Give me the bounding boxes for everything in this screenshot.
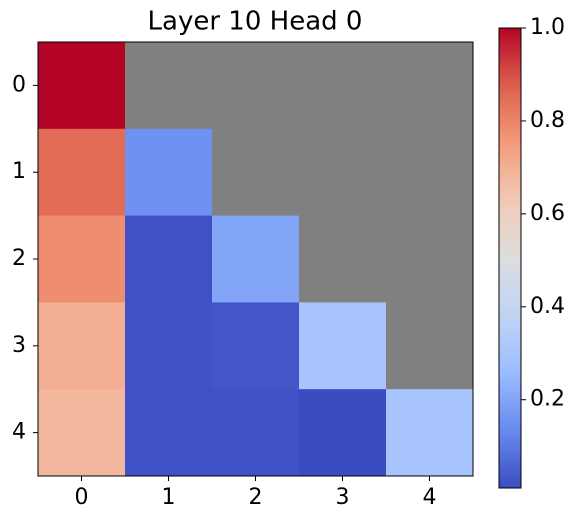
heatmap-cell [38,389,126,477]
heatmap-cell [38,128,126,217]
masked-cell [299,42,387,130]
heatmap-cell [212,302,300,390]
colorbar-tick-label: 0.6 [530,201,565,226]
masked-cell [386,42,474,130]
x-tick-label: 4 [423,485,437,510]
masked-cell [386,215,474,303]
x-tick-label: 0 [75,485,89,510]
x-tick-label: 3 [336,485,350,510]
heatmap-cell [212,389,300,477]
heatmap-cell [38,215,126,303]
heatmap-cell [125,389,213,477]
colorbar-tick-label: 0.8 [530,108,565,133]
masked-cell [125,42,213,130]
masked-cell [299,128,387,217]
masked-cell [212,42,300,130]
chart-title: Layer 10 Head 0 [148,7,363,37]
colorbar-tick-label: 1.0 [530,15,565,40]
colorbar [498,27,522,489]
y-tick-label: 2 [12,246,26,271]
heatmap-cell [38,302,126,390]
heatmap-cell [38,42,126,130]
colorbar-tick-label: 0.2 [530,387,565,412]
x-tick-label: 1 [162,485,176,510]
masked-cell [299,215,387,303]
heatmap-cell [125,128,213,217]
y-tick-label: 4 [12,420,26,445]
heatmap-cell [299,302,387,390]
heatmap-cell [125,302,213,390]
colorbar-tick-label: 0.4 [530,294,565,319]
y-tick-label: 3 [12,333,26,358]
heatmap-cell [299,389,387,477]
y-tick-label: 0 [12,72,26,97]
heatmap-cell [386,389,474,477]
masked-cell [212,128,300,217]
masked-cell [386,302,474,390]
heatmap-cell [125,215,213,303]
y-tick-label: 1 [12,159,26,184]
masked-cell [386,128,474,217]
heatmap-cell [212,215,300,303]
x-tick-label: 2 [249,485,263,510]
